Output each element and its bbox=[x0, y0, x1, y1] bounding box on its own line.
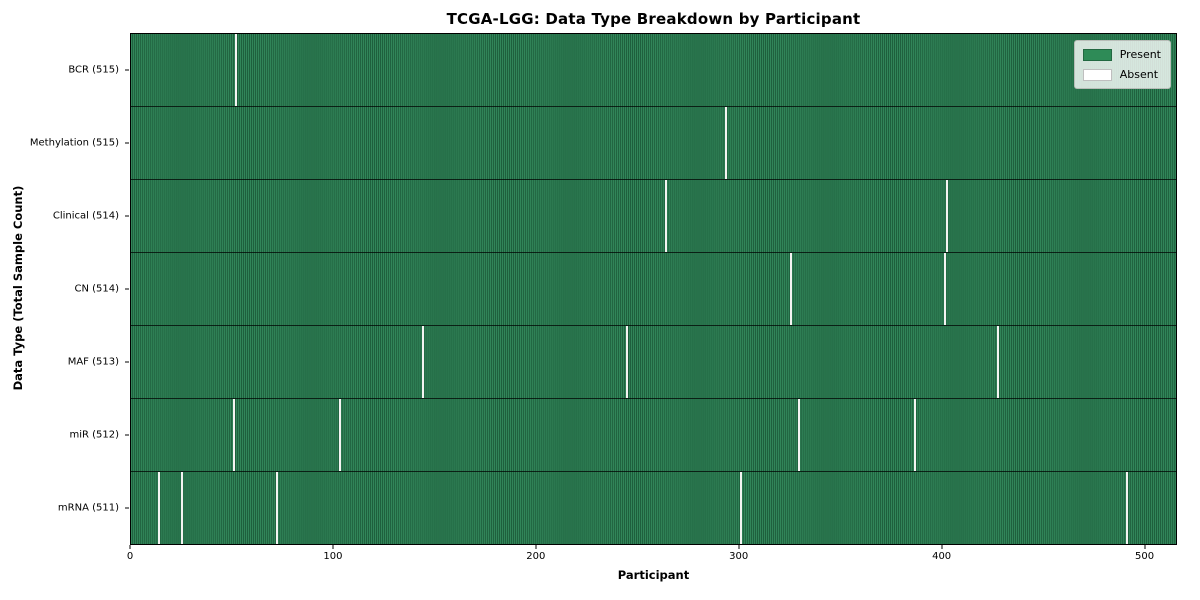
absent-mark bbox=[158, 472, 161, 544]
heatmap-row-mir bbox=[131, 399, 1176, 472]
absent-mark bbox=[996, 326, 999, 398]
absent-mark bbox=[664, 180, 667, 252]
chart-title: TCGA-LGG: Data Type Breakdown by Partici… bbox=[446, 10, 861, 28]
legend-swatch-absent bbox=[1082, 68, 1112, 81]
y-tick-mark bbox=[125, 142, 129, 144]
y-tick-mark bbox=[125, 215, 129, 217]
absent-mark bbox=[421, 326, 424, 398]
y-tick-label-mrna: mRNA (511) bbox=[57, 502, 119, 514]
x-tick-mark bbox=[738, 545, 740, 549]
heatmap-row-methylation bbox=[131, 107, 1176, 180]
absent-mark bbox=[233, 399, 236, 471]
absent-mark bbox=[1126, 472, 1129, 544]
x-tick-label: 200 bbox=[526, 551, 546, 562]
absent-mark bbox=[944, 253, 947, 325]
heatmap-row-maf bbox=[131, 326, 1176, 399]
absent-mark bbox=[725, 107, 728, 179]
y-tick-label-bcr: BCR (515) bbox=[68, 64, 119, 76]
y-tick-label-maf: MAF (513) bbox=[67, 356, 119, 368]
x-tick-mark bbox=[535, 545, 537, 549]
absent-mark bbox=[235, 34, 238, 106]
legend-entry-present: Present bbox=[1082, 48, 1161, 61]
x-tick-label: 300 bbox=[729, 551, 749, 562]
heatmap-row-mrna bbox=[131, 472, 1176, 544]
legend-label: Present bbox=[1119, 48, 1161, 61]
legend-label: Absent bbox=[1119, 68, 1159, 81]
y-tick-label-mir: miR (512) bbox=[69, 429, 119, 441]
x-axis-ticks: 0 100 200 300 400 500 bbox=[126, 545, 1177, 571]
absent-mark bbox=[626, 326, 629, 398]
y-tick-mark bbox=[125, 69, 129, 71]
heatmap-row-clinical bbox=[131, 180, 1176, 253]
y-tick-mark bbox=[125, 361, 129, 363]
absent-mark bbox=[275, 472, 278, 544]
x-tick-mark bbox=[941, 545, 943, 549]
y-tick-mark bbox=[125, 507, 129, 509]
plot-area: Present Absent bbox=[130, 33, 1177, 545]
x-tick-mark bbox=[332, 545, 334, 549]
y-tick-label-clinical: Clinical (514) bbox=[52, 210, 119, 222]
y-tick-label-cn: CN (514) bbox=[74, 283, 119, 295]
legend-entry-absent: Absent bbox=[1082, 68, 1161, 81]
heatmap-row-cn bbox=[131, 253, 1176, 326]
absent-mark bbox=[180, 472, 183, 544]
absent-mark bbox=[790, 253, 793, 325]
absent-mark bbox=[739, 472, 742, 544]
y-axis-ticks: BCR (515) Methylation (515) Clinical (514)… bbox=[0, 33, 130, 545]
absent-mark bbox=[913, 399, 916, 471]
x-tick-mark bbox=[129, 545, 131, 549]
x-tick-label: 400 bbox=[932, 551, 952, 562]
absent-mark bbox=[946, 180, 949, 252]
absent-mark bbox=[338, 399, 341, 471]
legend: Present Absent bbox=[1073, 40, 1171, 89]
legend-swatch-present bbox=[1082, 48, 1112, 61]
absent-mark bbox=[798, 399, 801, 471]
heatmap-row-bcr bbox=[131, 34, 1176, 107]
x-tick-label: 0 bbox=[126, 551, 134, 562]
y-tick-mark bbox=[125, 434, 129, 436]
y-tick-label-methylation: Methylation (515) bbox=[29, 137, 119, 149]
x-tick-label: 500 bbox=[1134, 551, 1155, 562]
x-axis-label: Participant bbox=[617, 568, 690, 582]
x-tick-label: 100 bbox=[323, 551, 343, 562]
x-tick-mark bbox=[1144, 545, 1146, 549]
y-tick-mark bbox=[125, 288, 129, 290]
